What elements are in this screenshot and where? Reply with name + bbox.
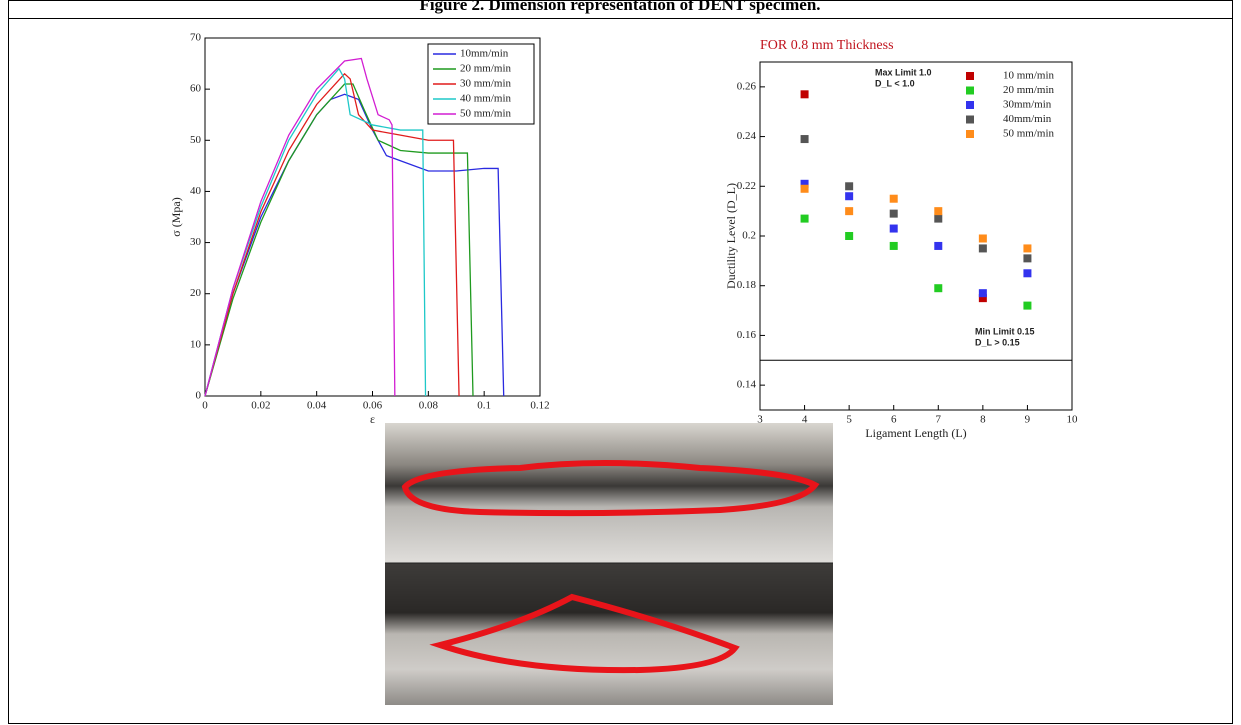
legend-label: 20 mm/min xyxy=(460,63,512,75)
line xyxy=(204,83,474,397)
x-tick-label: 0.06 xyxy=(363,400,383,412)
x-tick-label: 0 xyxy=(202,400,208,412)
legend-label: 50 mm/min xyxy=(460,108,512,120)
point xyxy=(978,234,987,243)
frame xyxy=(8,0,1233,724)
point xyxy=(978,289,987,298)
legend-swatch xyxy=(966,115,974,124)
x-tick-label: 0.12 xyxy=(530,400,549,412)
x-tick-label: 0.08 xyxy=(419,400,439,412)
point xyxy=(978,244,987,253)
point xyxy=(800,179,809,188)
y-tick-label: 60 xyxy=(190,83,202,95)
photos xyxy=(385,423,833,705)
point xyxy=(800,214,809,223)
point xyxy=(845,182,854,191)
y-tick-label: 0.22 xyxy=(737,180,756,192)
point xyxy=(845,232,854,240)
y-tick-label: 30 xyxy=(190,236,202,248)
outline-bottom xyxy=(429,593,740,674)
legend-label: 10 mm/min xyxy=(1003,70,1055,82)
x-tick-label: 4 xyxy=(802,414,808,426)
point xyxy=(889,194,898,203)
point xyxy=(1023,254,1032,263)
x-tick-label: 0.02 xyxy=(251,400,270,412)
x-tick-label: 0.1 xyxy=(477,400,491,412)
outline-top xyxy=(401,460,820,517)
point xyxy=(934,214,943,223)
legend-swatch xyxy=(966,101,974,109)
point xyxy=(889,209,898,218)
line xyxy=(204,57,396,397)
point xyxy=(889,224,898,233)
y-tick-label: 0.26 xyxy=(737,80,757,92)
x-axis-label: Ligament Length (L) xyxy=(865,426,966,440)
y-tick-label: 50 xyxy=(190,134,202,146)
annotation: Min Limit 0.15 xyxy=(975,326,1035,336)
y-tick-label: 40 xyxy=(190,185,202,197)
point xyxy=(800,90,809,99)
legend-swatch xyxy=(966,130,974,138)
caption: Figure 2. Dimension representation of DE… xyxy=(419,0,820,14)
point xyxy=(1023,244,1032,253)
x-tick-label: 0.04 xyxy=(307,400,327,412)
photo-bottom xyxy=(385,563,833,705)
legend-label: 50 mm/min xyxy=(1003,128,1055,140)
line xyxy=(204,93,505,397)
y-tick-label: 10 xyxy=(190,338,202,350)
legend-label: 40mm/min xyxy=(1003,113,1052,125)
point xyxy=(845,192,854,201)
point xyxy=(934,207,943,216)
y-tick-label: 0.24 xyxy=(737,130,757,142)
y-tick-label: 0.2 xyxy=(742,230,756,242)
x-tick-label: 7 xyxy=(936,414,942,426)
y-tick-label: 0.18 xyxy=(737,279,757,291)
legend-label: 30 mm/min xyxy=(460,78,512,90)
x-axis-label: ε xyxy=(370,412,375,426)
legend-swatch xyxy=(966,72,974,80)
point xyxy=(800,135,809,144)
y-tick-label: 0 xyxy=(196,390,202,402)
point xyxy=(1023,301,1032,310)
photo-top xyxy=(385,423,833,563)
point xyxy=(978,294,987,303)
legend-label: 10mm/min xyxy=(460,48,509,60)
y-tick-label: 0.14 xyxy=(737,379,757,391)
x-tick-label: 6 xyxy=(891,414,897,426)
annotation: D_L < 1.0 xyxy=(875,78,915,88)
chart-title: FOR 0.8 mm Thickness xyxy=(760,38,894,53)
x-tick-label: 8 xyxy=(980,414,986,426)
point xyxy=(800,184,809,193)
x-tick-label: 10 xyxy=(1067,414,1079,426)
y-axis-label: Ductility Level (D_L) xyxy=(724,183,738,289)
annotation: D_L > 0.15 xyxy=(975,337,1020,347)
x-tick-label: 3 xyxy=(757,414,763,426)
legend-label: 20 mm/min xyxy=(1003,84,1055,96)
x-tick-label: 5 xyxy=(846,414,852,426)
y-tick-label: 20 xyxy=(190,287,202,299)
legend-swatch xyxy=(966,86,974,95)
point xyxy=(889,241,898,250)
legend-label: 30mm/min xyxy=(1003,99,1052,111)
x-tick-label: 9 xyxy=(1025,414,1031,426)
y-tick-label: 0.16 xyxy=(737,329,757,341)
point xyxy=(934,241,943,250)
annotation: Max Limit 1.0 xyxy=(875,67,932,77)
y-tick-label: 70 xyxy=(190,32,202,44)
legend-label: 40 mm/min xyxy=(460,93,512,105)
point xyxy=(845,207,854,216)
line xyxy=(204,67,427,397)
point xyxy=(934,284,943,293)
line xyxy=(204,72,460,397)
y-axis-label: σ (Mpa) xyxy=(169,197,183,236)
point xyxy=(1023,269,1032,278)
